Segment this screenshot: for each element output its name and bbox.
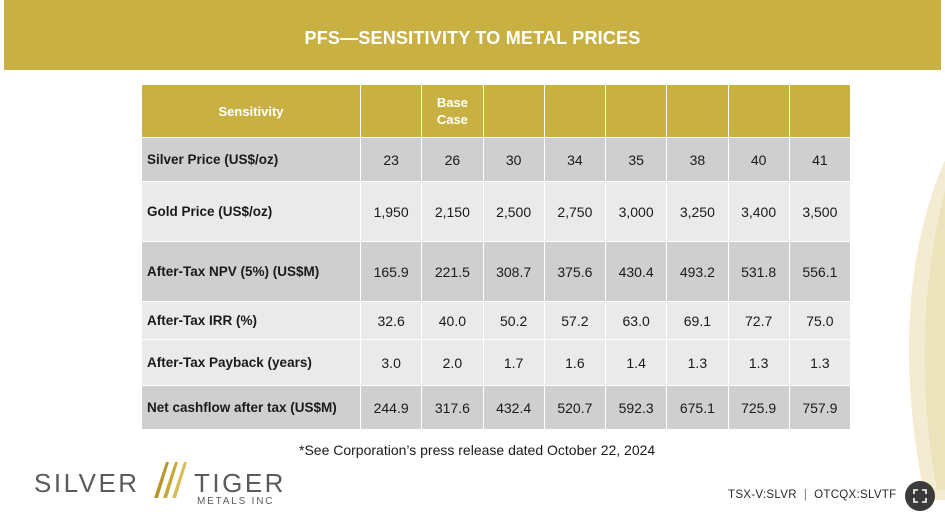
ticker-symbols: TSX-V:SLVR | OTCQX:SLVTF (728, 489, 896, 501)
row-label: After-Tax NPV (5%) (US$M) (141, 241, 361, 302)
table-cell: 75.0 (788, 301, 852, 340)
table-cell: 3,400 (727, 181, 790, 242)
table-cell: 2,750 (543, 181, 607, 242)
table-cell: 63.0 (604, 301, 668, 340)
decorative-swoosh-icon (908, 160, 945, 500)
table-cell: 221.5 (421, 241, 484, 302)
table-cell: 1.6 (543, 339, 607, 386)
table-cell: 34 (543, 137, 607, 182)
table-cell: 2,150 (421, 181, 484, 242)
row-label: Gold Price (US$/oz) (141, 181, 361, 242)
table-cell: 493.2 (666, 241, 729, 302)
table-row: Net cashflow after tax (US$M) 244.9 317.6 4… (141, 385, 852, 430)
claw-mark-icon (154, 462, 187, 498)
table-cell: 165.9 (359, 241, 423, 302)
table-cell: 23 (359, 137, 423, 182)
ticker-separator: | (803, 489, 808, 501)
table-cell: 531.8 (727, 241, 790, 302)
table-cell: 1.3 (788, 339, 852, 386)
footnote: *See Corporation’s press release dated O… (299, 442, 656, 458)
table-cell: 432.4 (482, 385, 545, 430)
table-cell: 40 (727, 137, 790, 182)
page-title: PFS—SENSITIVITY TO METAL PRICES (304, 27, 641, 48)
header-cell (727, 84, 790, 138)
row-label: After-Tax IRR (%) (141, 301, 361, 340)
table-cell: 1.7 (482, 339, 545, 386)
table-cell: 1.4 (604, 339, 668, 386)
logo-word-tiger: TIGER (194, 468, 286, 498)
row-label: After-Tax Payback (years) (141, 339, 361, 386)
expand-icon (913, 489, 927, 503)
table-cell: 757.9 (788, 385, 852, 430)
header-cell (788, 84, 852, 138)
table-row: After-Tax NPV (5%) (US$M) 165.9 221.5 308.7… (141, 241, 852, 302)
table-cell: 35 (604, 137, 668, 182)
table-cell: 592.3 (604, 385, 668, 430)
table-row: After-Tax Payback (years) 3.0 2.0 1.7 1.6 1.4… (141, 339, 852, 386)
table-cell: 430.4 (604, 241, 668, 302)
table-cell: 308.7 (482, 241, 545, 302)
table-cell: 57.2 (543, 301, 607, 340)
header-cell (359, 84, 423, 138)
table-cell: 40.0 (421, 301, 484, 340)
table-cell: 317.6 (421, 385, 484, 430)
table-cell: 2.0 (421, 339, 484, 386)
table-cell: 30 (482, 137, 545, 182)
header-cell (666, 84, 729, 138)
table-cell: 1.3 (727, 339, 790, 386)
table-cell: 50.2 (482, 301, 545, 340)
table-header-row: Sensitivity Base Case (141, 84, 852, 138)
ticker-otc: OTCQX:SLVTF (814, 489, 897, 501)
table-cell: 41 (788, 137, 852, 182)
header-cell (604, 84, 668, 138)
header-cell (543, 84, 607, 138)
table-cell: 72.7 (727, 301, 790, 340)
table-cell: 1,950 (359, 181, 423, 242)
table-cell: 32.6 (359, 301, 423, 340)
header-cell (482, 84, 545, 138)
header-cell-base-case: Base Case (421, 84, 484, 138)
header-cell: Sensitivity (141, 84, 361, 138)
table-cell: 375.6 (543, 241, 607, 302)
table-cell: 675.1 (666, 385, 729, 430)
table-cell: 3,500 (788, 181, 852, 242)
ticker-tsx: TSX-V:SLVR (728, 489, 797, 501)
table-cell: 1.3 (666, 339, 729, 386)
table-cell: 38 (666, 137, 729, 182)
table-cell: 725.9 (727, 385, 790, 430)
table-row: After-Tax IRR (%) 32.6 40.0 50.2 57.2 63.0 69.… (141, 301, 852, 340)
table-row: Gold Price (US$/oz) 1,950 2,150 2,500 2,750 3… (141, 181, 852, 242)
table-cell: 26 (421, 137, 484, 182)
table-cell: 2,500 (482, 181, 545, 242)
sensitivity-table: Sensitivity Base Case Silver Price (US$/… (141, 84, 852, 430)
table-row: Silver Price (US$/oz) 23 26 30 34 35 38 40 41 (141, 137, 852, 182)
logo-subtitle: METALS INC (197, 496, 275, 507)
table-cell: 520.7 (543, 385, 607, 430)
company-logo: SILVER TIGER METALS INC (34, 458, 296, 507)
table-cell: 3,250 (666, 181, 729, 242)
logo-word-silver: SILVER (34, 468, 140, 498)
table-cell: 3,000 (604, 181, 668, 242)
table-cell: 3.0 (359, 339, 423, 386)
row-label: Net cashflow after tax (US$M) (141, 385, 361, 430)
table-cell: 556.1 (788, 241, 852, 302)
table-cell: 69.1 (666, 301, 729, 340)
expand-button[interactable] (905, 481, 935, 511)
table-cell: 244.9 (359, 385, 423, 430)
row-label: Silver Price (US$/oz) (141, 137, 361, 182)
title-banner: PFS—SENSITIVITY TO METAL PRICES (4, 0, 941, 70)
